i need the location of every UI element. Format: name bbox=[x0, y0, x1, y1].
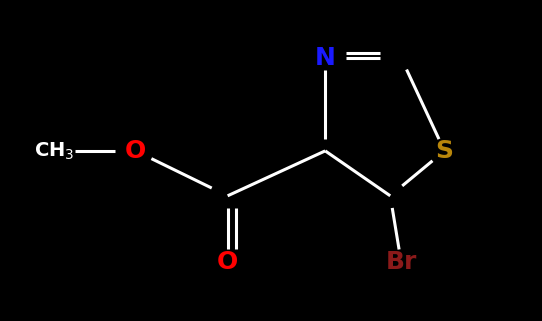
Text: N: N bbox=[315, 46, 335, 70]
Text: CH$_3$: CH$_3$ bbox=[34, 140, 74, 161]
Text: S: S bbox=[435, 139, 454, 163]
Text: O: O bbox=[217, 250, 238, 273]
Text: O: O bbox=[125, 139, 146, 163]
Text: Br: Br bbox=[385, 250, 417, 273]
